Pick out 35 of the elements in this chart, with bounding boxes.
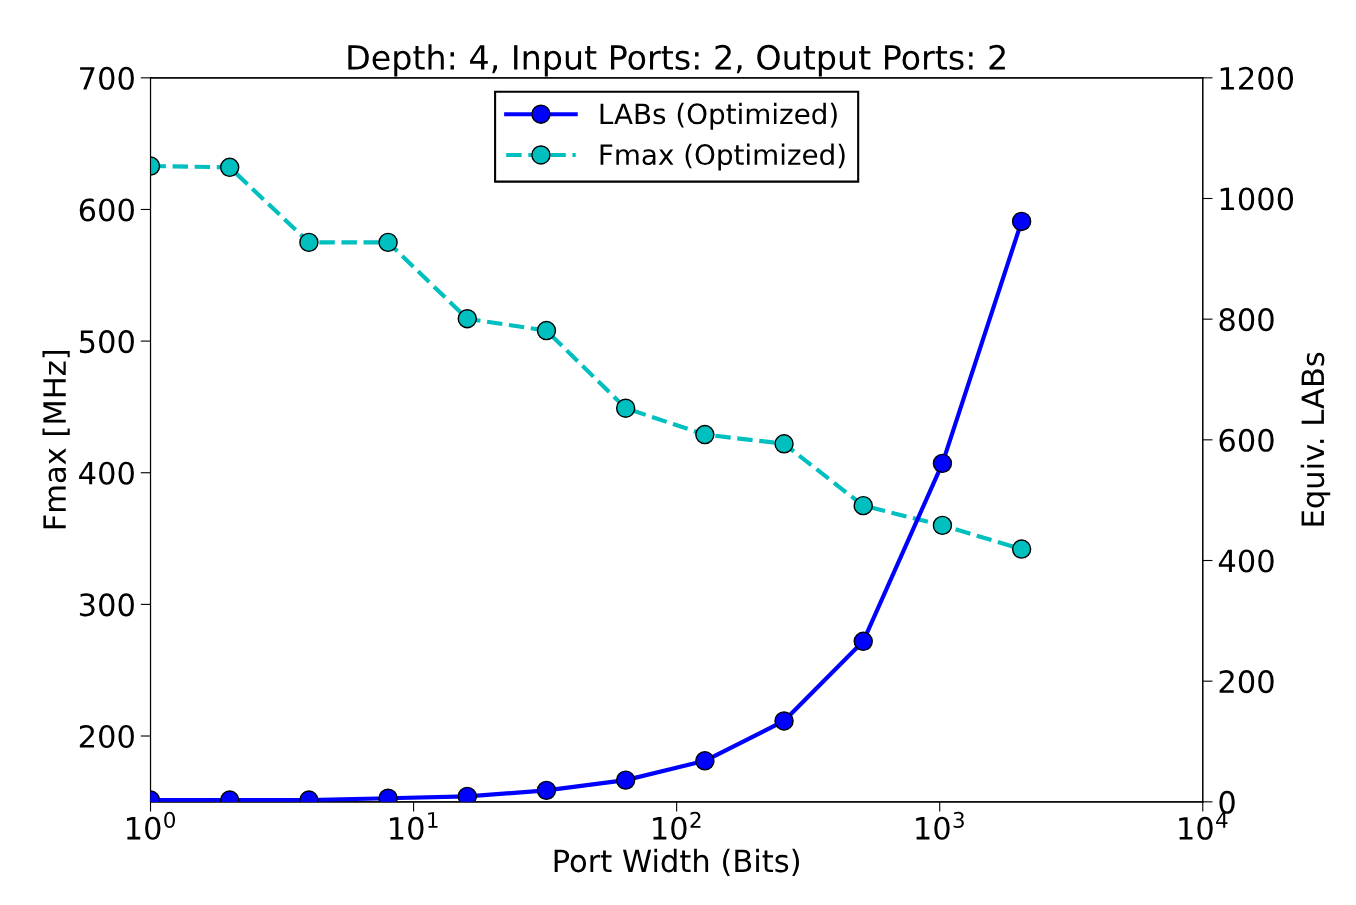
chart-title: Depth: 4, Input Ports: 2, Output Ports: 2 (348, 44, 1005, 77)
x-tick-label: 10$^{1}$ (390, 812, 438, 840)
y2-tick-label: 800 (1219, 308, 1274, 332)
y-axis-title: Fmax [MHz] (42, 350, 70, 529)
x-tick-label: 10$^{4}$ (1179, 812, 1228, 840)
point (615, 398, 636, 418)
y-tick-label: 200 (79, 724, 134, 749)
y-tick-label: 700 (80, 66, 134, 90)
y2-tick-label: 400 (1218, 549, 1274, 573)
point (219, 157, 240, 178)
point (932, 515, 953, 536)
y2-tick-label: 1200 (1220, 66, 1294, 90)
y-tick-label: 300 (79, 593, 134, 617)
point (378, 232, 398, 253)
y2-tick-label: 200 (1219, 670, 1274, 694)
point (695, 424, 715, 445)
y2-tick-label: 1000 (1220, 187, 1294, 211)
y2-tick-label: 0 (1219, 790, 1235, 814)
point (457, 309, 477, 329)
y-tick-label: 400 (79, 461, 134, 485)
point (1011, 539, 1032, 559)
point (536, 320, 557, 341)
y2-tick-label: 600 (1219, 428, 1274, 452)
y-tick-label: 600 (79, 198, 134, 222)
y2-axis-title: Equiv. LABs (1300, 352, 1331, 526)
point (299, 232, 319, 253)
y-tick-label: 500 (79, 330, 134, 354)
x-axis-title: Port Width (Bits) (554, 848, 799, 877)
x-tick-label: 10$^{0}$ (126, 811, 175, 840)
point (774, 434, 794, 454)
x-tick-label: 10$^{3}$ (916, 811, 964, 840)
legend-label: LABs (Optimized) (600, 102, 837, 130)
point (853, 495, 873, 516)
x-tick-label: 10$^{2}$ (653, 811, 701, 840)
legend-label: Fmax (Optimized) (600, 143, 845, 171)
